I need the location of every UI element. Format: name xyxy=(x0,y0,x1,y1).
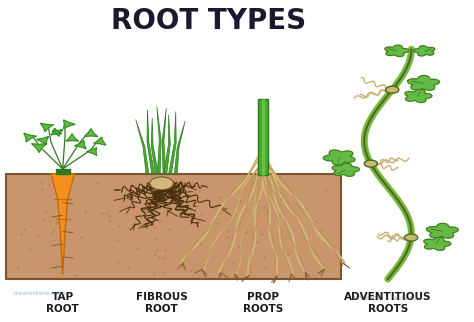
Polygon shape xyxy=(169,111,176,174)
Polygon shape xyxy=(157,107,161,174)
Bar xyxy=(258,99,268,175)
Polygon shape xyxy=(323,150,355,165)
Polygon shape xyxy=(427,223,458,238)
Ellipse shape xyxy=(404,234,418,241)
Polygon shape xyxy=(24,133,36,142)
Polygon shape xyxy=(37,137,48,145)
Ellipse shape xyxy=(364,160,377,167)
Ellipse shape xyxy=(150,177,173,190)
Text: PROP
ROOTS: PROP ROOTS xyxy=(243,292,283,314)
Polygon shape xyxy=(162,108,166,174)
Polygon shape xyxy=(151,118,158,174)
Polygon shape xyxy=(174,121,185,174)
Text: ROOT TYPES: ROOT TYPES xyxy=(111,6,306,34)
Polygon shape xyxy=(66,134,78,141)
Text: 223065062 © VectorMine: 223065062 © VectorMine xyxy=(352,296,423,301)
Polygon shape xyxy=(94,137,106,145)
Polygon shape xyxy=(51,174,74,274)
Text: ADVENTITIOUS
ROOTS: ADVENTITIOUS ROOTS xyxy=(344,292,431,314)
Polygon shape xyxy=(164,115,170,174)
Polygon shape xyxy=(51,128,61,135)
Polygon shape xyxy=(408,75,439,90)
Polygon shape xyxy=(385,45,409,57)
Ellipse shape xyxy=(386,86,399,93)
Polygon shape xyxy=(413,46,435,56)
Polygon shape xyxy=(332,163,360,176)
Text: FIBROUS
ROOT: FIBROUS ROOT xyxy=(136,292,188,314)
Polygon shape xyxy=(32,144,46,152)
Polygon shape xyxy=(424,237,451,251)
Polygon shape xyxy=(87,147,97,155)
Polygon shape xyxy=(64,120,75,129)
Polygon shape xyxy=(147,110,155,174)
Text: dreamstime.com: dreamstime.com xyxy=(12,291,66,296)
Polygon shape xyxy=(405,90,432,102)
Polygon shape xyxy=(84,129,98,137)
Text: TAP
ROOT: TAP ROOT xyxy=(46,292,79,314)
Polygon shape xyxy=(40,123,53,132)
Polygon shape xyxy=(52,129,63,136)
Bar xyxy=(6,174,341,279)
Polygon shape xyxy=(74,140,86,149)
Polygon shape xyxy=(136,119,149,174)
